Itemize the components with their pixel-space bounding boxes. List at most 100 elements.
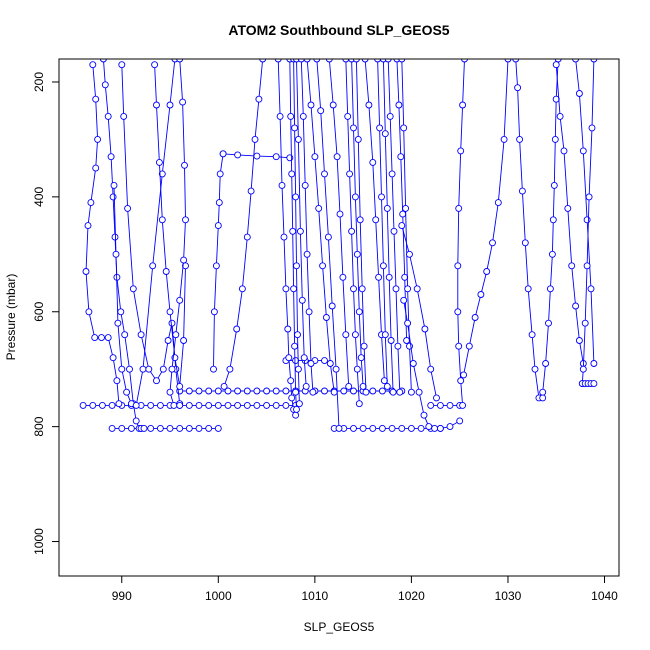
data-point <box>386 112 394 120</box>
data-point <box>572 302 580 310</box>
data-point <box>583 216 591 224</box>
data-point <box>351 193 359 201</box>
data-point <box>358 285 366 293</box>
data-point <box>180 337 188 344</box>
data-point <box>355 400 363 408</box>
data-point <box>287 112 295 120</box>
data-point <box>298 296 306 304</box>
data-point <box>176 296 184 304</box>
data-point <box>166 101 174 109</box>
y-tick-label: 600 <box>32 301 46 321</box>
data-point <box>392 285 400 293</box>
data-point <box>394 342 402 350</box>
data-point <box>272 387 280 395</box>
data-point <box>396 388 404 396</box>
data-point <box>379 262 387 270</box>
series-13 <box>219 150 294 162</box>
data-point <box>340 387 348 395</box>
data-point <box>220 382 228 390</box>
data-point <box>542 360 550 367</box>
series-28 <box>379 59 397 396</box>
data-point <box>155 158 163 166</box>
data-point <box>387 337 395 344</box>
series-line <box>575 59 595 364</box>
data-point <box>121 331 129 339</box>
series-8 <box>110 59 179 409</box>
data-point <box>274 59 282 63</box>
series-36 <box>512 59 547 402</box>
data-point <box>156 424 164 432</box>
data-point <box>446 401 454 409</box>
data-point <box>292 411 300 419</box>
data-point <box>303 250 311 258</box>
x-tick-label: 1040 <box>591 589 618 603</box>
data-point <box>259 59 267 63</box>
y-tick-label: 1000 <box>32 528 46 555</box>
data-point <box>92 164 100 172</box>
data-point <box>395 101 403 109</box>
data-point <box>390 227 398 235</box>
data-point <box>354 135 362 143</box>
series-line <box>296 59 307 387</box>
data-point <box>129 285 137 293</box>
data-point <box>413 285 421 293</box>
data-point <box>234 387 242 395</box>
series-line <box>121 64 181 404</box>
data-point <box>120 112 128 120</box>
data-point <box>388 424 396 432</box>
data-point <box>328 302 336 310</box>
data-point <box>166 424 174 432</box>
data-point <box>205 401 213 409</box>
data-point <box>181 161 188 169</box>
data-point <box>427 401 435 409</box>
data-point <box>551 135 559 143</box>
data-point <box>288 170 296 178</box>
data-point <box>285 354 293 362</box>
y-tick-label: 800 <box>32 416 46 436</box>
data-point <box>117 308 125 316</box>
data-point <box>489 239 496 247</box>
data-point <box>151 61 159 69</box>
data-point <box>303 59 311 63</box>
data-point <box>378 424 386 432</box>
data-point <box>126 365 133 373</box>
data-point <box>345 382 353 390</box>
data-point <box>350 285 357 293</box>
data-point <box>550 181 558 189</box>
data-point <box>427 365 435 373</box>
data-point <box>356 216 364 224</box>
data-point <box>253 152 261 160</box>
data-point <box>398 222 406 230</box>
data-point <box>355 308 363 316</box>
data-point <box>276 112 284 120</box>
data-point <box>369 424 377 432</box>
series-15 <box>274 59 300 419</box>
series-line <box>401 59 412 393</box>
data-point <box>215 199 223 207</box>
data-point <box>307 360 315 367</box>
data-point <box>564 204 572 212</box>
data-point <box>89 401 97 409</box>
data-point <box>180 256 188 264</box>
data-point <box>284 325 292 333</box>
data-point <box>292 193 300 201</box>
data-point <box>216 170 224 178</box>
data-point <box>123 388 131 396</box>
data-point <box>376 124 384 132</box>
data-point <box>568 262 576 270</box>
x-tick-label: 1030 <box>495 589 522 603</box>
data-point <box>384 59 392 63</box>
series-16 <box>286 59 300 413</box>
data-point <box>494 199 502 207</box>
data-point <box>461 59 468 63</box>
data-point <box>297 59 305 63</box>
series-line <box>289 59 297 410</box>
data-point <box>166 388 174 396</box>
data-point <box>107 153 115 161</box>
data-point <box>369 387 377 395</box>
series-line <box>345 59 360 404</box>
series-27 <box>374 59 391 390</box>
data-point <box>226 365 234 373</box>
data-point <box>321 357 328 365</box>
